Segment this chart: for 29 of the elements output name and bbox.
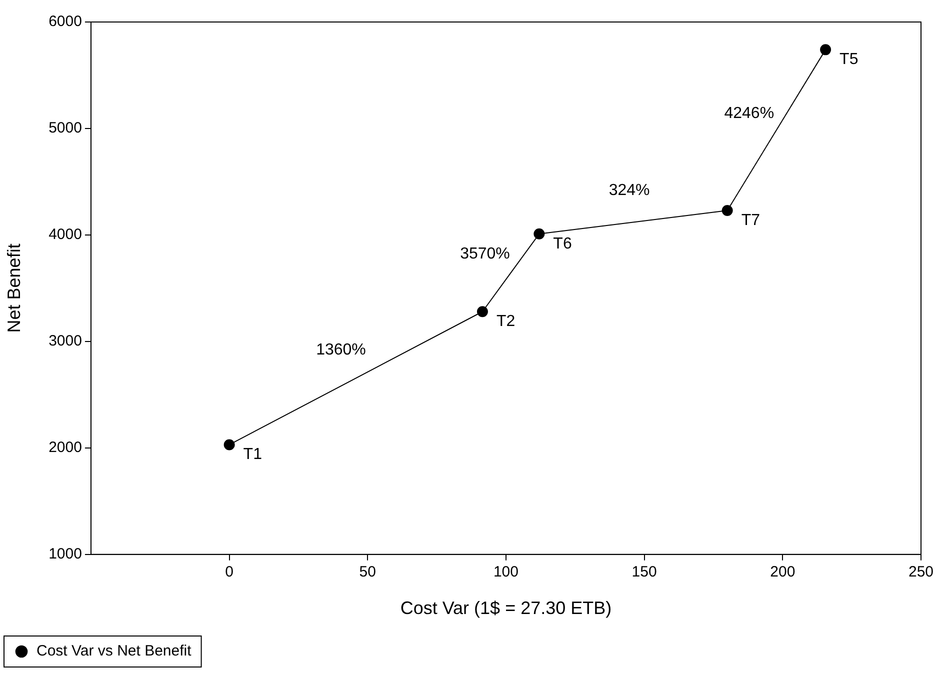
x-axis-title: Cost Var (1$ = 27.30 ETB) bbox=[400, 598, 612, 618]
data-label: T7 bbox=[741, 212, 760, 229]
data-label: T6 bbox=[553, 235, 572, 252]
y-axis-title: Net Benefit bbox=[4, 244, 24, 333]
x-tick-label: 150 bbox=[632, 564, 657, 581]
x-tick-label: 50 bbox=[359, 564, 376, 581]
y-tick-label: 3000 bbox=[48, 332, 82, 350]
x-tick-label: 100 bbox=[493, 564, 518, 581]
data-label: T2 bbox=[496, 313, 516, 330]
y-tick-label: 4000 bbox=[48, 226, 82, 244]
point bbox=[722, 204, 733, 216]
annotation: 3570% bbox=[460, 245, 510, 262]
annotation: 324% bbox=[608, 182, 650, 199]
y-tick-label: 1000 bbox=[48, 546, 82, 563]
point bbox=[820, 44, 832, 56]
annotation: 1360% bbox=[316, 341, 366, 358]
point bbox=[224, 439, 235, 450]
x-tick-label: 0 bbox=[225, 564, 234, 581]
y-tick-label: 6000 bbox=[48, 13, 82, 30]
data-label: T1 bbox=[243, 446, 262, 464]
y-tick-label: 5000 bbox=[48, 120, 82, 137]
x-tick-label: 250 bbox=[908, 564, 934, 581]
data-label: T5 bbox=[840, 51, 858, 68]
x-tick-label: 200 bbox=[770, 564, 796, 581]
annotation: 4246% bbox=[724, 104, 774, 122]
y-tick-label: 2000 bbox=[48, 439, 82, 456]
point bbox=[476, 306, 488, 318]
legend-label: Cost Var vs Net Benefit bbox=[36, 642, 192, 660]
point bbox=[534, 228, 545, 240]
